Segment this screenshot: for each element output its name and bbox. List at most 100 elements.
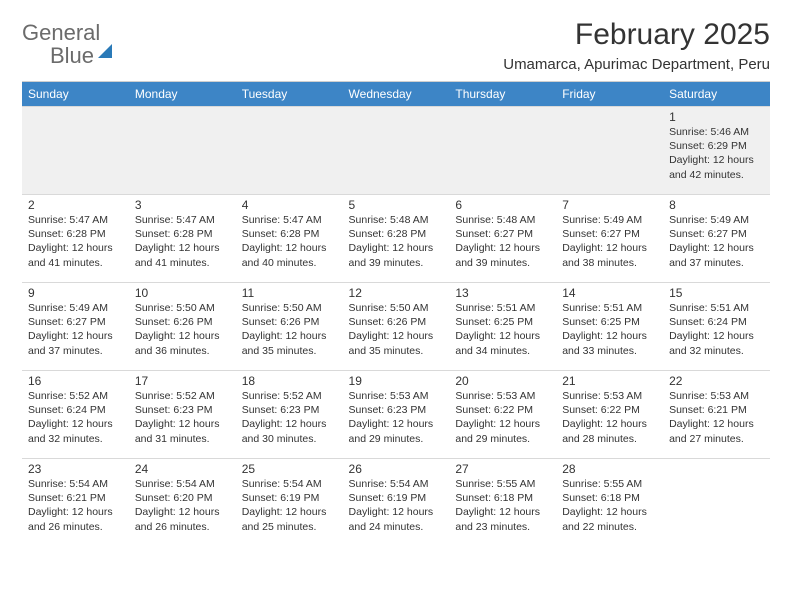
- calendar-day-cell: 8Sunrise: 5:49 AMSunset: 6:27 PMDaylight…: [663, 195, 770, 283]
- weekday-header: Thursday: [449, 82, 556, 107]
- day-info: Sunrise: 5:53 AMSunset: 6:22 PMDaylight:…: [455, 389, 550, 446]
- day-number: 23: [28, 462, 123, 476]
- day-info: Sunrise: 5:54 AMSunset: 6:19 PMDaylight:…: [242, 477, 337, 534]
- day-info: Sunrise: 5:54 AMSunset: 6:21 PMDaylight:…: [28, 477, 123, 534]
- logo-triangle-icon: [98, 27, 112, 58]
- calendar-day-cell: 2Sunrise: 5:47 AMSunset: 6:28 PMDaylight…: [22, 195, 129, 283]
- day-number: 25: [242, 462, 337, 476]
- day-number: 21: [562, 374, 657, 388]
- calendar-day-cell: 24Sunrise: 5:54 AMSunset: 6:20 PMDayligh…: [129, 459, 236, 547]
- day-info: Sunrise: 5:50 AMSunset: 6:26 PMDaylight:…: [135, 301, 230, 358]
- day-number: 4: [242, 198, 337, 212]
- day-info: Sunrise: 5:54 AMSunset: 6:20 PMDaylight:…: [135, 477, 230, 534]
- day-number: 6: [455, 198, 550, 212]
- header: General Blue February 2025 Umamarca, Apu…: [22, 18, 770, 75]
- day-number: 13: [455, 286, 550, 300]
- weekday-header-row: SundayMondayTuesdayWednesdayThursdayFrid…: [22, 82, 770, 107]
- day-number: 16: [28, 374, 123, 388]
- calendar-table: SundayMondayTuesdayWednesdayThursdayFrid…: [22, 82, 770, 547]
- calendar-day-cell: 21Sunrise: 5:53 AMSunset: 6:22 PMDayligh…: [556, 371, 663, 459]
- calendar-empty-cell: [236, 107, 343, 195]
- day-number: 3: [135, 198, 230, 212]
- logo-word2: Blue: [50, 43, 94, 68]
- page-subtitle: Umamarca, Apurimac Department, Peru: [503, 56, 770, 73]
- day-number: 22: [669, 374, 764, 388]
- calendar-week-row: 9Sunrise: 5:49 AMSunset: 6:27 PMDaylight…: [22, 283, 770, 371]
- calendar-week-row: 16Sunrise: 5:52 AMSunset: 6:24 PMDayligh…: [22, 371, 770, 459]
- day-info: Sunrise: 5:48 AMSunset: 6:28 PMDaylight:…: [349, 213, 444, 270]
- day-number: 20: [455, 374, 550, 388]
- day-info: Sunrise: 5:51 AMSunset: 6:25 PMDaylight:…: [455, 301, 550, 358]
- day-info: Sunrise: 5:47 AMSunset: 6:28 PMDaylight:…: [28, 213, 123, 270]
- calendar-day-cell: 3Sunrise: 5:47 AMSunset: 6:28 PMDaylight…: [129, 195, 236, 283]
- weekday-header: Wednesday: [343, 82, 450, 107]
- day-info: Sunrise: 5:49 AMSunset: 6:27 PMDaylight:…: [28, 301, 123, 358]
- day-info: Sunrise: 5:47 AMSunset: 6:28 PMDaylight:…: [242, 213, 337, 270]
- calendar-day-cell: 15Sunrise: 5:51 AMSunset: 6:24 PMDayligh…: [663, 283, 770, 371]
- day-info: Sunrise: 5:55 AMSunset: 6:18 PMDaylight:…: [455, 477, 550, 534]
- day-info: Sunrise: 5:53 AMSunset: 6:22 PMDaylight:…: [562, 389, 657, 446]
- calendar-day-cell: 13Sunrise: 5:51 AMSunset: 6:25 PMDayligh…: [449, 283, 556, 371]
- calendar-day-cell: 27Sunrise: 5:55 AMSunset: 6:18 PMDayligh…: [449, 459, 556, 547]
- calendar-empty-cell: [449, 107, 556, 195]
- day-info: Sunrise: 5:46 AMSunset: 6:29 PMDaylight:…: [669, 125, 764, 182]
- day-number: 12: [349, 286, 444, 300]
- calendar-day-cell: 17Sunrise: 5:52 AMSunset: 6:23 PMDayligh…: [129, 371, 236, 459]
- day-info: Sunrise: 5:55 AMSunset: 6:18 PMDaylight:…: [562, 477, 657, 534]
- calendar-week-row: 1Sunrise: 5:46 AMSunset: 6:29 PMDaylight…: [22, 107, 770, 195]
- calendar-day-cell: 1Sunrise: 5:46 AMSunset: 6:29 PMDaylight…: [663, 107, 770, 195]
- day-number: 9: [28, 286, 123, 300]
- weekday-header: Sunday: [22, 82, 129, 107]
- day-number: 11: [242, 286, 337, 300]
- calendar-day-cell: 7Sunrise: 5:49 AMSunset: 6:27 PMDaylight…: [556, 195, 663, 283]
- day-info: Sunrise: 5:54 AMSunset: 6:19 PMDaylight:…: [349, 477, 444, 534]
- calendar-day-cell: 22Sunrise: 5:53 AMSunset: 6:21 PMDayligh…: [663, 371, 770, 459]
- day-number: 5: [349, 198, 444, 212]
- calendar-empty-cell: [343, 107, 450, 195]
- calendar-day-cell: 10Sunrise: 5:50 AMSunset: 6:26 PMDayligh…: [129, 283, 236, 371]
- day-number: 26: [349, 462, 444, 476]
- day-number: 28: [562, 462, 657, 476]
- logo-text: General Blue: [22, 22, 112, 68]
- day-number: 1: [669, 110, 764, 124]
- day-info: Sunrise: 5:50 AMSunset: 6:26 PMDaylight:…: [242, 301, 337, 358]
- calendar-day-cell: 5Sunrise: 5:48 AMSunset: 6:28 PMDaylight…: [343, 195, 450, 283]
- calendar-empty-cell: [556, 107, 663, 195]
- day-info: Sunrise: 5:47 AMSunset: 6:28 PMDaylight:…: [135, 213, 230, 270]
- day-info: Sunrise: 5:48 AMSunset: 6:27 PMDaylight:…: [455, 213, 550, 270]
- day-number: 27: [455, 462, 550, 476]
- weekday-header: Saturday: [663, 82, 770, 107]
- calendar-week-row: 23Sunrise: 5:54 AMSunset: 6:21 PMDayligh…: [22, 459, 770, 547]
- calendar-day-cell: 20Sunrise: 5:53 AMSunset: 6:22 PMDayligh…: [449, 371, 556, 459]
- weekday-header: Friday: [556, 82, 663, 107]
- calendar-week-row: 2Sunrise: 5:47 AMSunset: 6:28 PMDaylight…: [22, 195, 770, 283]
- day-info: Sunrise: 5:53 AMSunset: 6:23 PMDaylight:…: [349, 389, 444, 446]
- calendar-day-cell: 25Sunrise: 5:54 AMSunset: 6:19 PMDayligh…: [236, 459, 343, 547]
- day-info: Sunrise: 5:50 AMSunset: 6:26 PMDaylight:…: [349, 301, 444, 358]
- calendar-day-cell: 14Sunrise: 5:51 AMSunset: 6:25 PMDayligh…: [556, 283, 663, 371]
- calendar-day-cell: 28Sunrise: 5:55 AMSunset: 6:18 PMDayligh…: [556, 459, 663, 547]
- day-info: Sunrise: 5:52 AMSunset: 6:24 PMDaylight:…: [28, 389, 123, 446]
- calendar-day-cell: 26Sunrise: 5:54 AMSunset: 6:19 PMDayligh…: [343, 459, 450, 547]
- day-number: 17: [135, 374, 230, 388]
- day-number: 14: [562, 286, 657, 300]
- calendar-day-cell: 11Sunrise: 5:50 AMSunset: 6:26 PMDayligh…: [236, 283, 343, 371]
- calendar-day-cell: 12Sunrise: 5:50 AMSunset: 6:26 PMDayligh…: [343, 283, 450, 371]
- day-number: 10: [135, 286, 230, 300]
- calendar-day-cell: 16Sunrise: 5:52 AMSunset: 6:24 PMDayligh…: [22, 371, 129, 459]
- calendar-day-cell: 6Sunrise: 5:48 AMSunset: 6:27 PMDaylight…: [449, 195, 556, 283]
- day-number: 15: [669, 286, 764, 300]
- day-number: 8: [669, 198, 764, 212]
- page-title: February 2025: [503, 18, 770, 52]
- calendar-day-cell: 9Sunrise: 5:49 AMSunset: 6:27 PMDaylight…: [22, 283, 129, 371]
- weekday-header: Monday: [129, 82, 236, 107]
- page: General Blue February 2025 Umamarca, Apu…: [0, 0, 792, 557]
- calendar-day-cell: 18Sunrise: 5:52 AMSunset: 6:23 PMDayligh…: [236, 371, 343, 459]
- day-info: Sunrise: 5:52 AMSunset: 6:23 PMDaylight:…: [242, 389, 337, 446]
- day-number: 2: [28, 198, 123, 212]
- day-info: Sunrise: 5:49 AMSunset: 6:27 PMDaylight:…: [669, 213, 764, 270]
- calendar-day-cell: 4Sunrise: 5:47 AMSunset: 6:28 PMDaylight…: [236, 195, 343, 283]
- day-number: 24: [135, 462, 230, 476]
- calendar-empty-cell: [663, 459, 770, 547]
- logo-word1: General: [22, 20, 100, 45]
